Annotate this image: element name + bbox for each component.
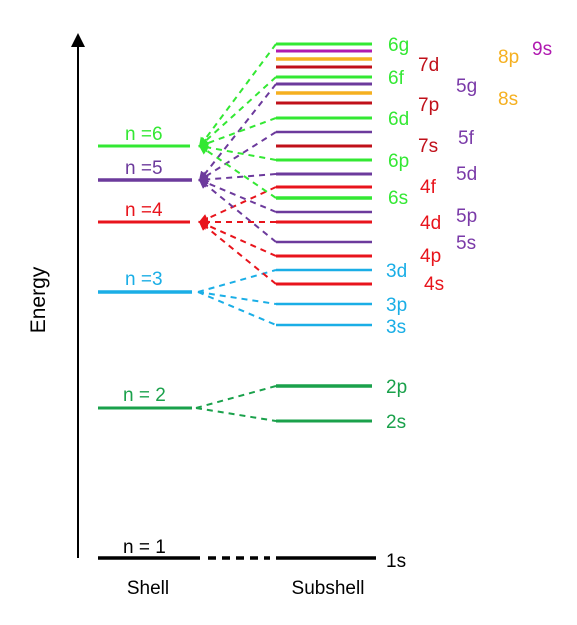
connector-n6-6d <box>198 117 277 148</box>
caption-shell: Shell <box>127 578 169 599</box>
subshell-label-8p: 8p <box>498 47 519 68</box>
shell-label-n4: n =4 <box>125 200 163 221</box>
shell-label-n3: n =3 <box>125 269 163 290</box>
shell-label-n2: n = 2 <box>123 385 166 406</box>
connector-n4-4f <box>198 186 277 224</box>
subshell-label-7d: 7d <box>418 55 439 76</box>
subshell-label-4d: 4d <box>420 213 441 234</box>
subshell-label-4p: 4p <box>420 246 441 267</box>
connector-n5-5s <box>198 178 277 243</box>
subshell-label-5f: 5f <box>458 128 475 149</box>
connector-n4-4p <box>198 220 277 257</box>
shell-label-n6: n =6 <box>125 124 163 145</box>
connector-n4-4s <box>198 220 277 285</box>
subshell-label-6d: 6d <box>388 109 409 130</box>
connector-n5-5p <box>198 178 277 213</box>
shell-label-n5: n =5 <box>125 158 163 179</box>
subshell-label-6p: 6p <box>388 151 409 172</box>
subshell-label-2s: 2s <box>386 412 406 433</box>
subshell-label-2p: 2p <box>386 377 407 398</box>
connector-n3-3p <box>197 291 277 305</box>
connector-n3-3s <box>197 291 277 326</box>
caption-subshell: Subshell <box>292 578 365 599</box>
subshell-label-5s: 5s <box>456 233 476 254</box>
subshell-label-1s: 1s <box>386 551 406 572</box>
subshell-label-3p: 3p <box>386 295 407 316</box>
shell-label-n1: n = 1 <box>123 537 166 558</box>
connector-n2-2p <box>195 385 277 409</box>
subshell-label-9s: 9s <box>532 39 552 60</box>
subshell-label-4s: 4s <box>424 274 444 295</box>
connector-n5-5d <box>198 173 277 185</box>
subshell-label-5g: 5g <box>456 76 477 97</box>
connector-n6-6f <box>198 76 277 148</box>
subshell-label-7s: 7s <box>418 136 438 157</box>
subshell-label-4f: 4f <box>420 177 437 198</box>
connector-n2-2s <box>195 407 277 422</box>
connector-n5-5g <box>198 83 277 182</box>
subshell-label-5d: 5d <box>456 164 477 185</box>
connector-n6-6s <box>198 144 277 199</box>
subshell-label-7p: 7p <box>418 95 439 116</box>
connector-n5-5f <box>198 131 277 182</box>
subshell-label-8s: 8s <box>498 89 518 110</box>
subshell-label-3d: 3d <box>386 261 407 282</box>
subshell-label-6g: 6g <box>388 35 409 56</box>
subshell-label-5p: 5p <box>456 206 477 227</box>
subshell-label-6s: 6s <box>388 188 408 209</box>
subshell-label-3s: 3s <box>386 317 406 338</box>
connector-n6-6p <box>198 142 277 161</box>
axis-label-energy: Energy <box>27 266 50 333</box>
subshell-label-6f: 6f <box>388 68 405 89</box>
